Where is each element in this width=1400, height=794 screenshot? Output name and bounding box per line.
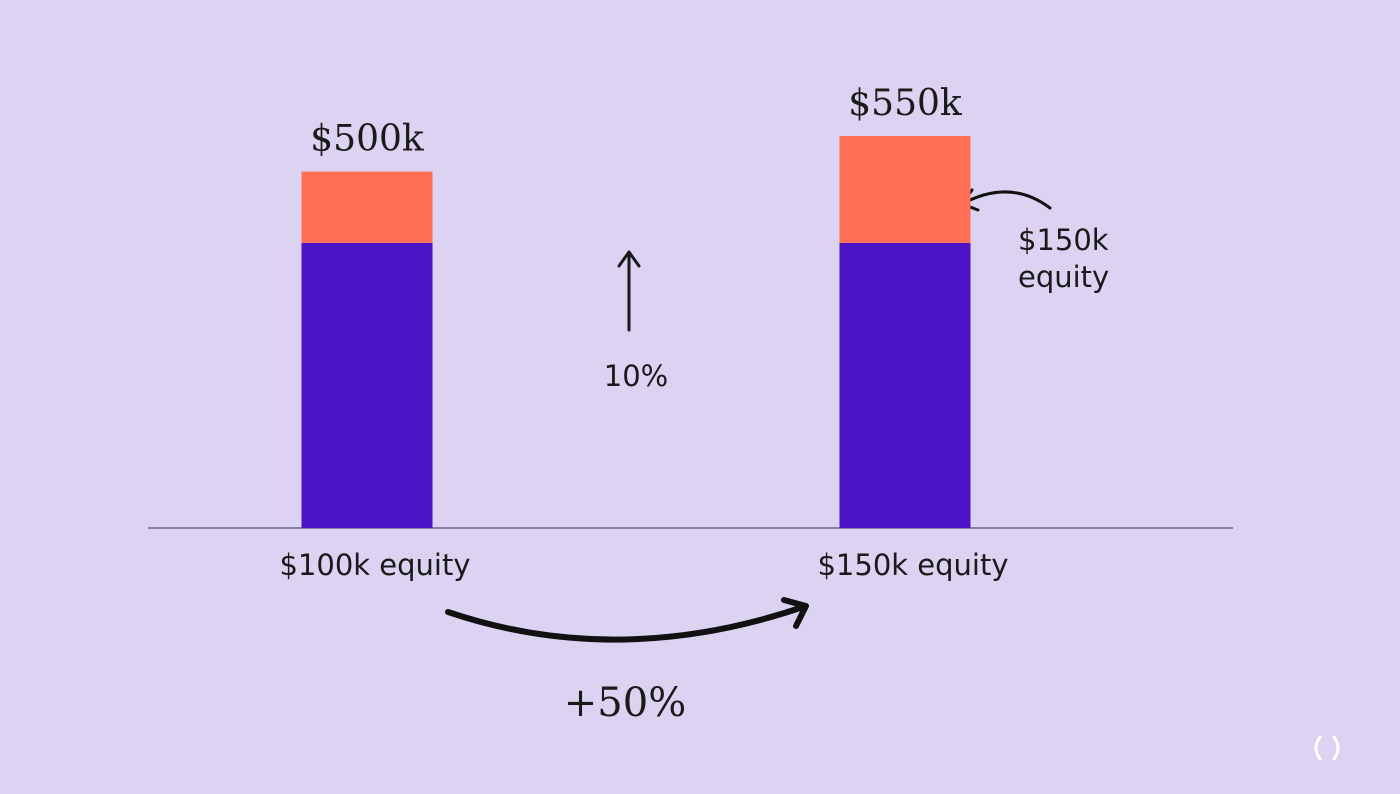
note-label: equity [1018, 260, 1109, 294]
total-label: $500k [310, 119, 425, 160]
category-label: $100k equity [279, 548, 470, 582]
bar-segment [301, 242, 433, 528]
note-label: $150k [1018, 223, 1109, 257]
up-arrow [617, 250, 641, 332]
logo [1314, 735, 1340, 761]
growth-label: 10% [604, 359, 668, 393]
category-label: $150k equity [817, 548, 1008, 582]
change-arrow [445, 597, 809, 643]
change-label: +50% [564, 680, 686, 726]
bar-segment [839, 136, 971, 243]
bar-segment [839, 242, 971, 528]
bar-segment [301, 171, 433, 243]
total-label: $550k [848, 83, 963, 124]
